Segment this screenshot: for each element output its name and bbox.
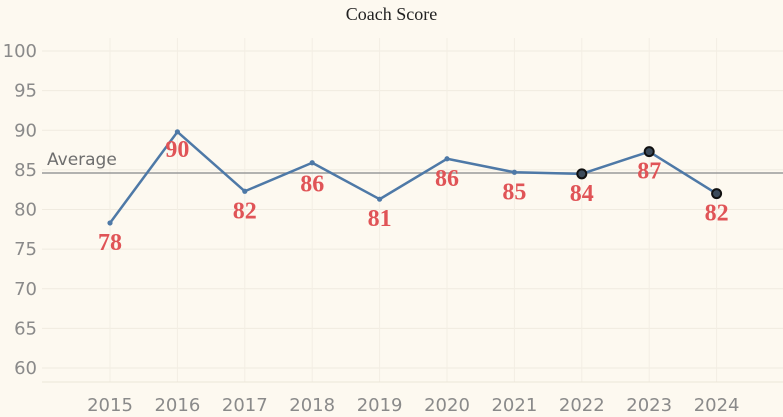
- data-point: [107, 220, 113, 226]
- data-point: [511, 169, 517, 175]
- data-label: 84: [570, 181, 594, 207]
- data-label: 81: [368, 206, 392, 232]
- highlighted-point: [711, 188, 723, 200]
- highlighted-point: [643, 146, 655, 158]
- average-reference: Average: [42, 150, 783, 174]
- grid: [42, 38, 783, 383]
- data-labels: 78 90 82 86 81 86 85 84 87 82: [98, 137, 729, 256]
- data-point: [377, 196, 383, 202]
- data-label: 86: [435, 166, 459, 192]
- x-tick-label: 2021: [491, 395, 537, 416]
- y-tick-label: 70: [14, 279, 37, 300]
- y-tick-label: 100: [3, 41, 37, 62]
- average-label: Average: [47, 150, 117, 170]
- y-tick-label: 95: [14, 81, 37, 102]
- data-label: 78: [98, 230, 122, 256]
- data-label: 87: [637, 159, 661, 185]
- y-tick-label: 75: [14, 239, 37, 260]
- chart-title: Coach Score: [345, 4, 438, 24]
- x-tick-label: 2022: [559, 395, 605, 416]
- x-tick-label: 2015: [87, 395, 133, 416]
- highlighted-point: [576, 168, 588, 180]
- series-line-group: [108, 130, 718, 224]
- x-tick-label: 2017: [222, 395, 268, 416]
- data-label: 90: [165, 137, 189, 163]
- y-axis: 60 65 70 75 80 85 90 95 100: [3, 41, 37, 379]
- y-tick-label: 90: [14, 120, 37, 141]
- data-label: 86: [300, 172, 324, 198]
- x-tick-label: 2018: [289, 395, 335, 416]
- x-tick-label: 2023: [626, 395, 672, 416]
- data-label: 82: [233, 198, 257, 224]
- data-point: [174, 129, 180, 135]
- x-axis: 2015 2016 2017 2018 2019 2020 2021 2022 2023 2024: [87, 395, 739, 416]
- y-tick-label: 60: [14, 358, 37, 379]
- x-tick-label: 2019: [357, 395, 403, 416]
- y-tick-label: 85: [14, 160, 37, 181]
- data-point: [309, 160, 315, 166]
- data-point: [242, 188, 248, 194]
- data-label: 85: [502, 179, 526, 205]
- series-line: [108, 130, 718, 224]
- x-tick-label: 2024: [694, 395, 740, 416]
- data-label: 82: [705, 201, 729, 227]
- y-tick-label: 65: [14, 318, 37, 339]
- data-point: [444, 156, 450, 162]
- x-tick-label: 2016: [154, 395, 200, 416]
- markers: [107, 129, 723, 226]
- x-tick-label: 2020: [424, 395, 470, 416]
- y-tick-label: 80: [14, 200, 37, 221]
